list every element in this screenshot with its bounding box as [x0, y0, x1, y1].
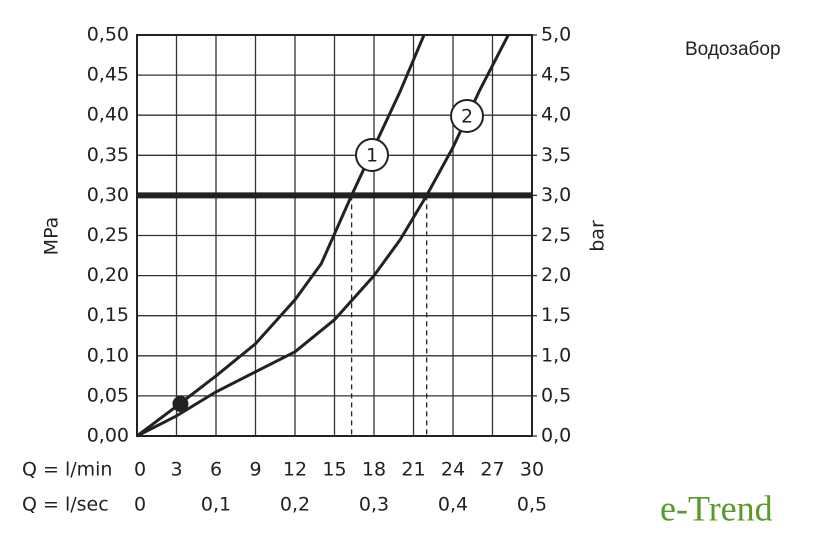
- y2-tick-label: 4,0: [541, 104, 571, 126]
- x2-axis-label: Q = l/sec: [22, 494, 109, 516]
- y-tick-label: 0,10: [87, 344, 129, 366]
- y2-tick-label: 0,0: [541, 425, 571, 447]
- series-label-circle: [450, 99, 484, 133]
- x-tick-label: 15: [322, 459, 346, 481]
- x-tick-label: 6: [210, 459, 222, 481]
- y-axis-label: MPa: [41, 217, 63, 256]
- y-tick-label: 0,30: [87, 184, 129, 206]
- series-label: 1: [366, 145, 378, 167]
- x-tick-label: 12: [283, 459, 307, 481]
- series-line: [136, 34, 426, 438]
- y2-tick-label: 1,0: [541, 344, 571, 366]
- x-axis-label: Q = l/min: [22, 459, 112, 481]
- y-tick-label: 0,15: [87, 304, 129, 326]
- x2-tick-label: 0,2: [280, 494, 310, 516]
- y-tick-label: 0,45: [87, 64, 129, 86]
- marker-point: [172, 395, 189, 412]
- series-label-circle: [355, 138, 389, 172]
- y2-tick-label: 2,0: [541, 264, 571, 286]
- x-tick-label: 0: [134, 459, 146, 481]
- series-label: 2: [461, 106, 473, 128]
- y2-tick-label: 0,5: [541, 384, 571, 406]
- plot-frame: [136, 34, 533, 437]
- x-tick-label: 18: [362, 459, 386, 481]
- x-tick-label: 21: [401, 459, 425, 481]
- x2-tick-label: 0,5: [517, 494, 547, 516]
- y-tick-label: 0,25: [87, 224, 129, 246]
- x-tick-label: 30: [520, 459, 544, 481]
- y-tick-label: 0,35: [87, 144, 129, 166]
- series-line: [136, 34, 510, 438]
- y-tick-label: 0,50: [87, 24, 129, 46]
- x-tick-label: 24: [441, 459, 465, 481]
- x2-tick-label: 0: [134, 494, 146, 516]
- x2-tick-label: 0,4: [438, 494, 468, 516]
- chart-title: Водозабор: [685, 39, 781, 60]
- y2-tick-label: 5,0: [541, 24, 571, 46]
- y2-tick-label: 1,5: [541, 304, 571, 326]
- y2-tick-label: 3,0: [541, 184, 571, 206]
- y2-tick-label: 4,5: [541, 64, 571, 86]
- y2-tick-label: 2,5: [541, 224, 571, 246]
- y-tick-label: 0,40: [87, 104, 129, 126]
- y2-axis-label: bar: [587, 220, 609, 252]
- x2-tick-label: 0,3: [359, 494, 389, 516]
- x-tick-label: 3: [170, 459, 182, 481]
- y-tick-label: 0,00: [87, 425, 129, 447]
- y-tick-label: 0,20: [87, 264, 129, 286]
- logo: e-Trend: [660, 488, 773, 528]
- x-tick-label: 27: [480, 459, 504, 481]
- x2-tick-label: 0,1: [201, 494, 231, 516]
- y2-tick-label: 3,5: [541, 144, 571, 166]
- y-tick-label: 0,05: [87, 384, 129, 406]
- x-tick-label: 9: [249, 459, 261, 481]
